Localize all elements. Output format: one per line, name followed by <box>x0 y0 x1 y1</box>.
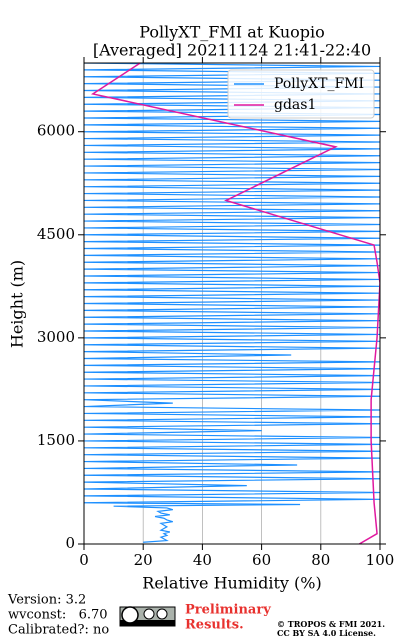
x-tick-label: 40 <box>193 551 212 569</box>
chart-subtitle: [Averaged] 20211124 21:41-22:40 <box>93 41 371 60</box>
copyright-text: CC BY SA 4.0 License. <box>277 628 376 638</box>
x-tick-label: 20 <box>134 551 153 569</box>
y-tick-label: 4500 <box>37 225 75 243</box>
y-tick-label: 6000 <box>37 122 75 140</box>
data-line <box>90 63 380 544</box>
x-tick-label: 60 <box>252 551 271 569</box>
wvconst-text: wvconst: 6.70 <box>8 608 108 623</box>
preliminary-text: Results. <box>185 618 244 633</box>
y-tick-label: 0 <box>65 534 75 552</box>
y-tick-label: 1500 <box>37 431 75 449</box>
version-text: Version: 3.2 <box>7 593 86 608</box>
x-tick-label: 0 <box>79 551 89 569</box>
copyright-text: © TROPOS & FMI 2021. <box>277 619 385 629</box>
chart-title: PollyXT_FMI at Kuopio <box>139 23 325 42</box>
legend-label: gdas1 <box>274 97 316 113</box>
legend-label: PollyXT_FMI <box>274 76 364 92</box>
preliminary-text: Preliminary <box>185 603 271 618</box>
calibrated-text: Calibrated?: no <box>8 623 109 638</box>
y-tick-label: 3000 <box>37 328 75 346</box>
y-axis-label: Height (m) <box>8 260 27 348</box>
cc-license-icon <box>119 606 176 627</box>
x-axis-label: Relative Humidity (%) <box>142 574 321 593</box>
plot-frame <box>83 62 381 545</box>
legend-box <box>227 69 375 119</box>
data-line <box>84 63 380 543</box>
x-tick-label: 80 <box>311 551 330 569</box>
x-tick-label: 100 <box>366 551 395 569</box>
